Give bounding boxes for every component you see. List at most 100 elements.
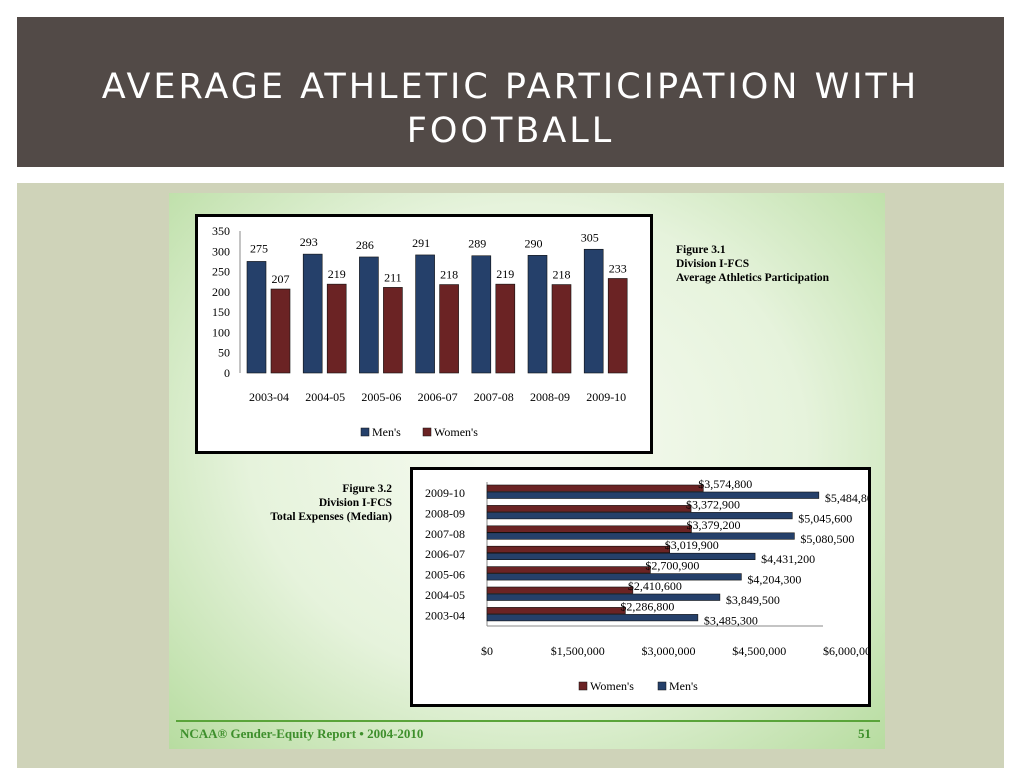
figure-3-1-subject: Average Athletics Participation <box>676 272 830 284</box>
participation-chart: 0 50 100 150 200 250 300 350 2003-04 275 207 2004-0… <box>195 214 653 454</box>
data-label-men: $5,484,800 <box>825 491 868 505</box>
figure-3-2-subject: Total Expenses (Median) <box>270 511 392 523</box>
x-tick-label: 2003-04 <box>249 390 289 404</box>
data-label-women: 233 <box>609 261 627 275</box>
data-label-men: $5,080,500 <box>800 532 854 546</box>
bar-men <box>486 532 795 540</box>
y-tick-label: 2008-09 <box>425 506 465 520</box>
data-label-women: $2,700,900 <box>645 559 699 573</box>
y-tick-label: 2005-06 <box>425 568 465 582</box>
data-label-women: $3,574,800 <box>698 477 752 491</box>
data-label-men: 291 <box>412 236 430 250</box>
y-tick-label: 300 <box>212 244 230 258</box>
footer-rule <box>176 720 880 722</box>
data-label-women: 219 <box>328 267 346 281</box>
y-tick-label: 2004-05 <box>425 588 465 602</box>
bar-women <box>270 288 291 374</box>
data-label-women: 219 <box>496 267 514 281</box>
figure-3-1-label: Figure 3.1 <box>676 244 726 256</box>
bar-women <box>486 525 692 533</box>
data-label-women: $2,410,600 <box>628 579 682 593</box>
figure-3-2-caption: Figure 3.2 Division I-FCS Total Expenses… <box>200 482 392 524</box>
legend-swatch-women <box>422 427 432 437</box>
footer-report-name: NCAA® Gender-Equity Report • 2004-2010 <box>180 726 424 741</box>
bar-men <box>359 256 379 374</box>
bar-men <box>583 248 604 374</box>
y-tick-label: 50 <box>218 346 230 360</box>
slide-title: AVERAGE ATHLETIC PARTICIPATION WITH FOOT… <box>101 67 920 151</box>
data-label-men: 289 <box>468 237 486 251</box>
x-tick-label: $1,500,000 <box>551 644 605 658</box>
legend-label-women: Women's <box>590 679 634 693</box>
legend-swatch-women <box>578 681 588 691</box>
bar-men <box>486 491 820 499</box>
y-tick-label: 2009-10 <box>425 486 465 500</box>
bar-women <box>495 283 516 374</box>
figure-3-2-label: Figure 3.2 <box>342 483 392 495</box>
legend-label-men: Men's <box>372 425 401 439</box>
bar-women <box>383 287 403 374</box>
data-label-men: $5,045,600 <box>798 511 852 525</box>
data-label-men: 286 <box>356 238 374 252</box>
bar-women <box>551 284 572 374</box>
data-label-men: $3,849,500 <box>726 593 780 607</box>
bar-men <box>527 255 548 374</box>
bar-women <box>486 505 692 513</box>
footer-page-number: 51 <box>858 726 871 741</box>
bar-women <box>439 284 459 374</box>
data-label-women: $2,286,800 <box>620 599 674 613</box>
x-tick-label: $3,000,000 <box>642 644 696 658</box>
x-tick-label: 2005-06 <box>361 390 401 404</box>
data-label-men: 275 <box>250 241 268 255</box>
x-tick-label: $4,500,000 <box>732 644 786 658</box>
x-tick-label: 2009-10 <box>586 390 626 404</box>
y-tick-label: 0 <box>224 366 230 380</box>
y-tick-label: 250 <box>212 265 230 279</box>
bar-men <box>415 254 435 374</box>
bar-men <box>471 255 492 374</box>
y-tick-label: 100 <box>212 325 230 339</box>
y-tick-label: 2007-08 <box>425 527 465 541</box>
bar-women <box>326 283 347 374</box>
bar-women <box>486 586 634 594</box>
x-tick-label: 2007-08 <box>474 390 514 404</box>
bar-men <box>486 552 756 560</box>
y-tick-label: 150 <box>212 305 230 319</box>
x-tick-label: 2006-07 <box>418 390 458 404</box>
legend-swatch-men <box>657 681 667 691</box>
data-label-women: 207 <box>272 272 290 286</box>
bar-men <box>486 512 793 520</box>
x-tick-label: $6,000,000 <box>823 644 868 658</box>
expenses-chart: 2009-10 $3,574,800 $5,484,800 2008-09 $3,372… <box>410 467 879 707</box>
legend-label-men: Men's <box>669 679 698 693</box>
participation-chart-svg: 0 50 100 150 200 250 300 350 2003-04 275 207 2004-0… <box>212 224 628 439</box>
bar-women <box>486 545 671 553</box>
x-tick-label: 2004-05 <box>305 390 345 404</box>
x-tick-label: 2008-09 <box>530 390 570 404</box>
data-label-women: $3,019,900 <box>665 538 719 552</box>
x-tick-label: $0 <box>481 644 493 658</box>
expenses-chart-svg: 2009-10 $3,574,800 $5,484,800 2008-09 $3,372… <box>425 477 879 693</box>
data-label-women: 211 <box>384 270 402 284</box>
bar-women <box>486 484 704 492</box>
figure-3-1-division: Division I-FCS <box>676 258 750 270</box>
bar-women <box>486 607 626 615</box>
bar-men <box>486 573 742 581</box>
data-label-men: 293 <box>300 235 318 249</box>
data-label-women: 218 <box>440 268 458 282</box>
title-bar: AVERAGE ATHLETIC PARTICIPATION WITH FOOT… <box>17 17 1004 167</box>
data-label-men: $3,485,300 <box>704 613 758 627</box>
data-label-men: $4,431,200 <box>761 552 815 566</box>
data-label-women: 218 <box>553 268 571 282</box>
bar-women <box>486 566 651 574</box>
legend-swatch-men <box>360 427 370 437</box>
y-tick-label: 2006-07 <box>425 547 465 561</box>
bar-women <box>607 278 628 374</box>
legend-label-women: Women's <box>434 425 478 439</box>
data-label-men: 305 <box>581 230 599 244</box>
y-tick-label: 350 <box>212 224 230 238</box>
bar-men <box>302 253 323 374</box>
data-label-men: $4,204,300 <box>747 573 801 587</box>
figure-3-1-caption: Figure 3.1 Division I-FCS Average Athlet… <box>676 243 829 285</box>
y-tick-label: 2003-04 <box>425 608 465 622</box>
